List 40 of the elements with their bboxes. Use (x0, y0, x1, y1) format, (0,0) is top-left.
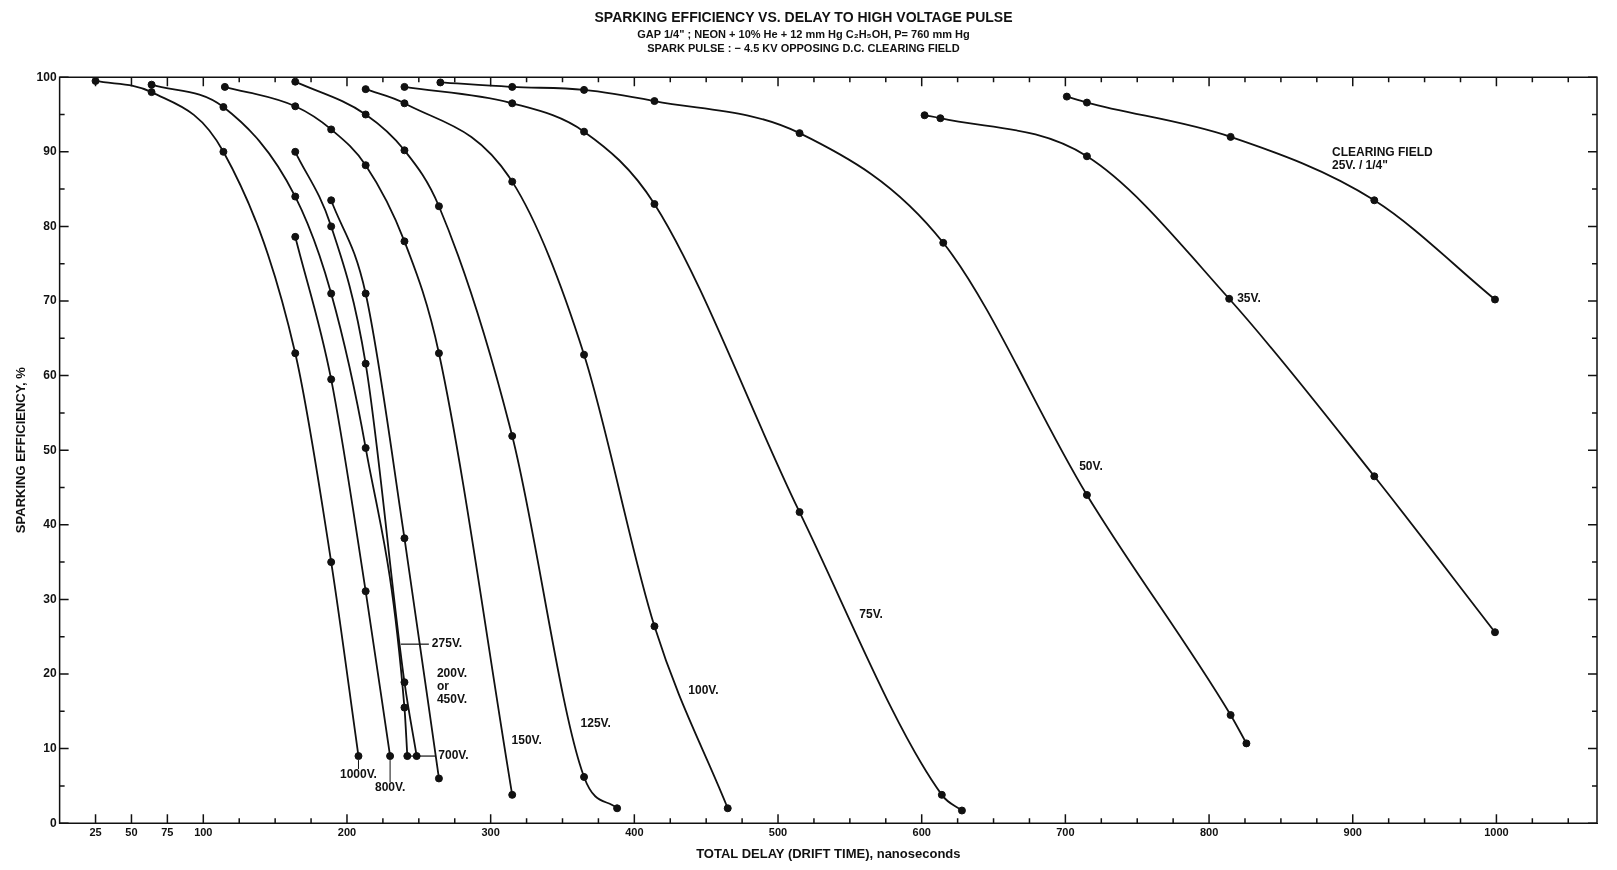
x-axis-title: TOTAL DELAY (DRIFT TIME), nanoseconds (696, 845, 961, 861)
y-tick-label: 50 (43, 442, 57, 457)
annotation: 35V. (1237, 291, 1261, 306)
x-tick-label: 25 (89, 825, 102, 838)
x-tick-label: 1000 (1484, 825, 1509, 838)
x-tick-label: 100 (194, 825, 213, 838)
x-tick-label: 300 (481, 825, 500, 838)
y-tick-label: 80 (43, 218, 57, 233)
y-tick-label: 100 (36, 69, 57, 84)
chart-title: SPARKING EFFICIENCY VS. DELAY TO HIGH VOLTAGE PULSE (594, 9, 1013, 26)
x-tick-label: 600 (912, 825, 931, 838)
annotation: 125V. (580, 715, 611, 730)
x-tick-label: 700 (1056, 825, 1075, 838)
annotation: 150V. (511, 733, 542, 748)
chart-subtitle: GAP 1/4" ; NEON + 10% He + 12 mm Hg C₂H₅OH, P= 760 mm Hg SPARK PULSE : − 4.5 KV OPPOSING D.C. CLEARING FIELD (637, 28, 970, 54)
annotation: 200V. or 450V. (436, 665, 468, 706)
annotation: CLEARING FIELD 25V. / 1/4" (1332, 145, 1434, 173)
y-tick-label: 60 (43, 367, 57, 382)
annotation: 50V. (1079, 458, 1103, 473)
y-tick-label: 30 (43, 591, 57, 606)
y-tick-label: 0 (49, 815, 57, 830)
annotation: 1000V. (340, 767, 377, 782)
x-tick-label: 800 (1199, 825, 1219, 838)
x-tick-label: 900 (1343, 825, 1362, 838)
annotation: 700V. (438, 748, 469, 763)
annotation: 100V. (688, 682, 719, 697)
y-tick-label: 90 (43, 144, 57, 159)
x-tick-label: 500 (768, 825, 788, 838)
y-tick-label: 40 (43, 517, 57, 532)
y-tick-label: 10 (43, 740, 57, 755)
annotation: 800V. (374, 780, 406, 795)
y-tick-label: 70 (43, 293, 57, 308)
x-tick-label: 75 (161, 825, 174, 838)
x-tick-label: 200 (337, 825, 357, 838)
x-tick-label: 400 (625, 825, 644, 838)
y-tick-label: 20 (43, 666, 57, 681)
annotation: 275V. (431, 636, 463, 651)
y-axis-title: SPARKING EFFICIENCY, % (13, 366, 29, 534)
annotation: 75V. (859, 606, 883, 621)
x-tick-label: 50 (125, 825, 138, 838)
